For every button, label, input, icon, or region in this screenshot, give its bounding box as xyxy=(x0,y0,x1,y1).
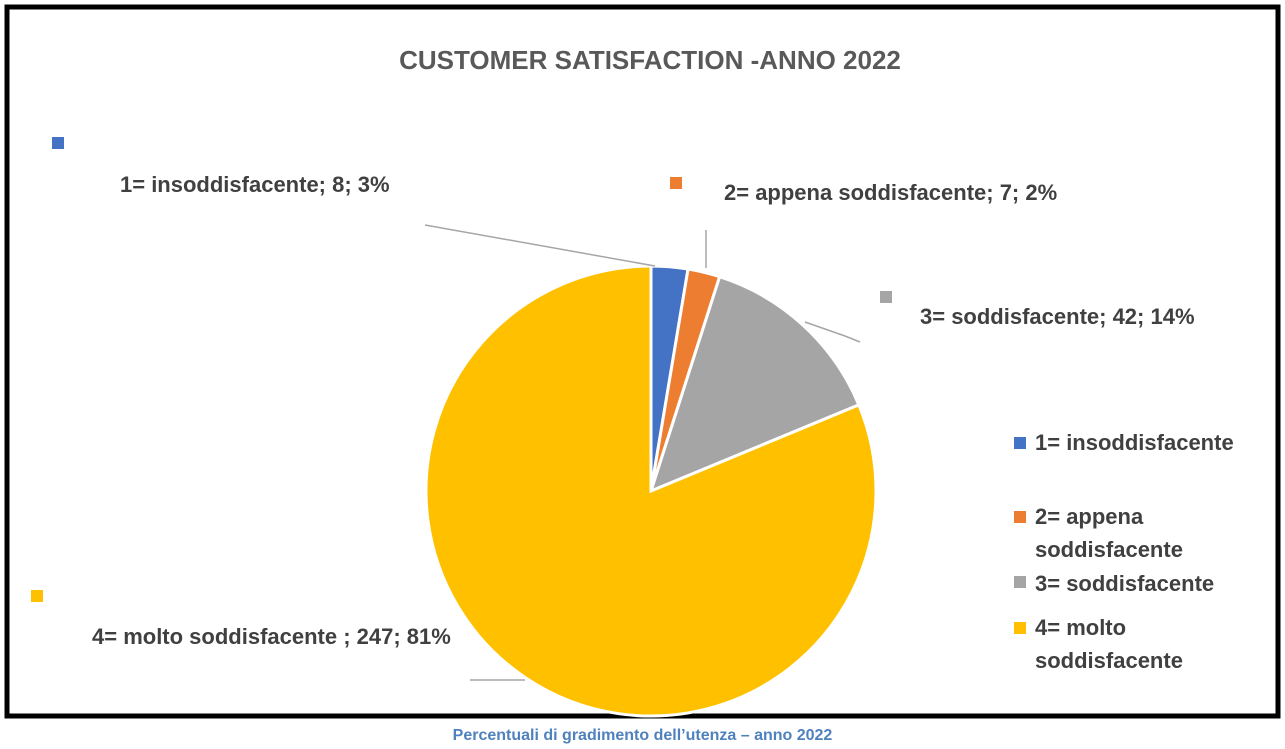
legend-key xyxy=(1014,576,1026,588)
legend-label: 1= insoddisfacente xyxy=(1035,430,1234,455)
leader-line xyxy=(424,224,656,267)
legend-label: 3= soddisfacente xyxy=(1035,571,1215,596)
label-key xyxy=(52,137,64,149)
pie-slice xyxy=(648,274,861,494)
legend-key xyxy=(1014,622,1026,634)
chart-title: CUSTOMER SATISFACTION -ANNO 2022 xyxy=(399,45,901,75)
data-label: 2= appena soddisfacente; 7; 2% xyxy=(724,180,1057,205)
legend-label: 4= molto soddisfacente xyxy=(1035,615,1183,673)
data-label: 3= soddisfacente; 42; 14% xyxy=(920,304,1195,329)
label-key xyxy=(670,177,682,189)
data-label: 1= insoddisfacente; 8; 3% xyxy=(120,172,390,197)
label-key xyxy=(880,291,892,303)
legend-key xyxy=(1014,437,1026,449)
data-label: 4= molto soddisfacente ; 247; 81% xyxy=(92,624,451,649)
legend-label: 2= appena soddisfacente xyxy=(1035,504,1183,562)
label-key xyxy=(31,590,43,602)
leader-line xyxy=(804,321,861,343)
caption: Percentuali di gradimento dell’utenza – … xyxy=(452,727,833,744)
legend-key xyxy=(1014,511,1026,523)
pie-slice xyxy=(424,264,878,718)
